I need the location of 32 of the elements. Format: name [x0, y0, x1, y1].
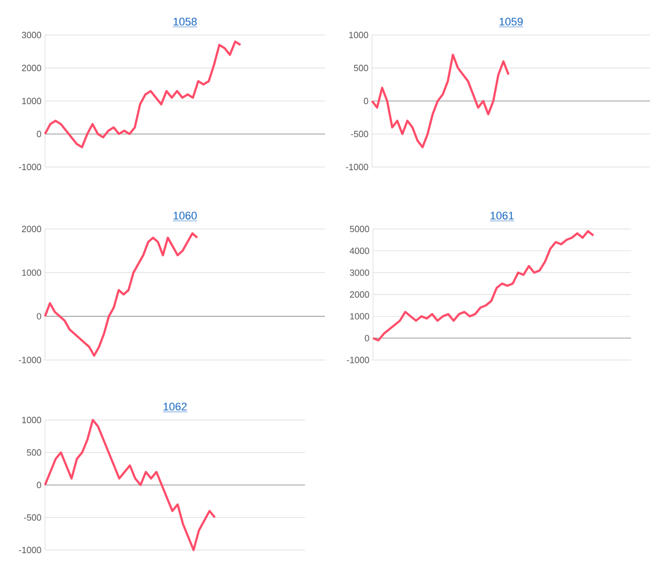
y-tick-label: 0 — [364, 98, 368, 104]
y-tick-label: 0 — [36, 313, 42, 320]
y-tick-label: -1000 — [346, 164, 368, 170]
chart-title: 1060 — [174, 212, 197, 220]
line-series — [44, 40, 242, 148]
y-tick-label: 1000 — [349, 32, 368, 38]
y-tick-label: -1000 — [18, 164, 42, 170]
y-tick-label: 0 — [36, 482, 42, 488]
y-tick-label: 3000 — [22, 32, 42, 38]
y-tick-label: -1000 — [18, 546, 42, 554]
y-tick-label: 1000 — [22, 416, 42, 424]
y-tick-label: 500 — [354, 64, 368, 72]
y-tick-label: 0 — [36, 130, 42, 138]
chart-title: 1061 — [490, 212, 514, 220]
y-tick-label: 1000 — [22, 98, 42, 104]
y-tick-label: -500 — [24, 514, 42, 521]
y-tick-label: 5000 — [350, 226, 370, 232]
chart-title: 1059 — [500, 18, 523, 26]
y-tick-label: -1000 — [346, 356, 370, 364]
y-tick-label: -500 — [350, 130, 368, 138]
y-tick-label: -1000 — [18, 356, 42, 364]
y-tick-label: 2000 — [22, 226, 42, 232]
y-tick-label: 3000 — [350, 269, 370, 276]
y-tick-label: 1000 — [350, 313, 370, 320]
y-tick-label: 2000 — [22, 64, 42, 72]
y-tick-label: 0 — [364, 334, 370, 342]
y-tick-label: 4000 — [350, 248, 370, 254]
chart-title: 1062 — [164, 402, 187, 410]
chart-title: 1058 — [174, 18, 197, 26]
y-tick-label: 1000 — [22, 269, 42, 276]
y-tick-label: 500 — [26, 449, 42, 456]
y-tick-label: 2000 — [350, 291, 370, 298]
